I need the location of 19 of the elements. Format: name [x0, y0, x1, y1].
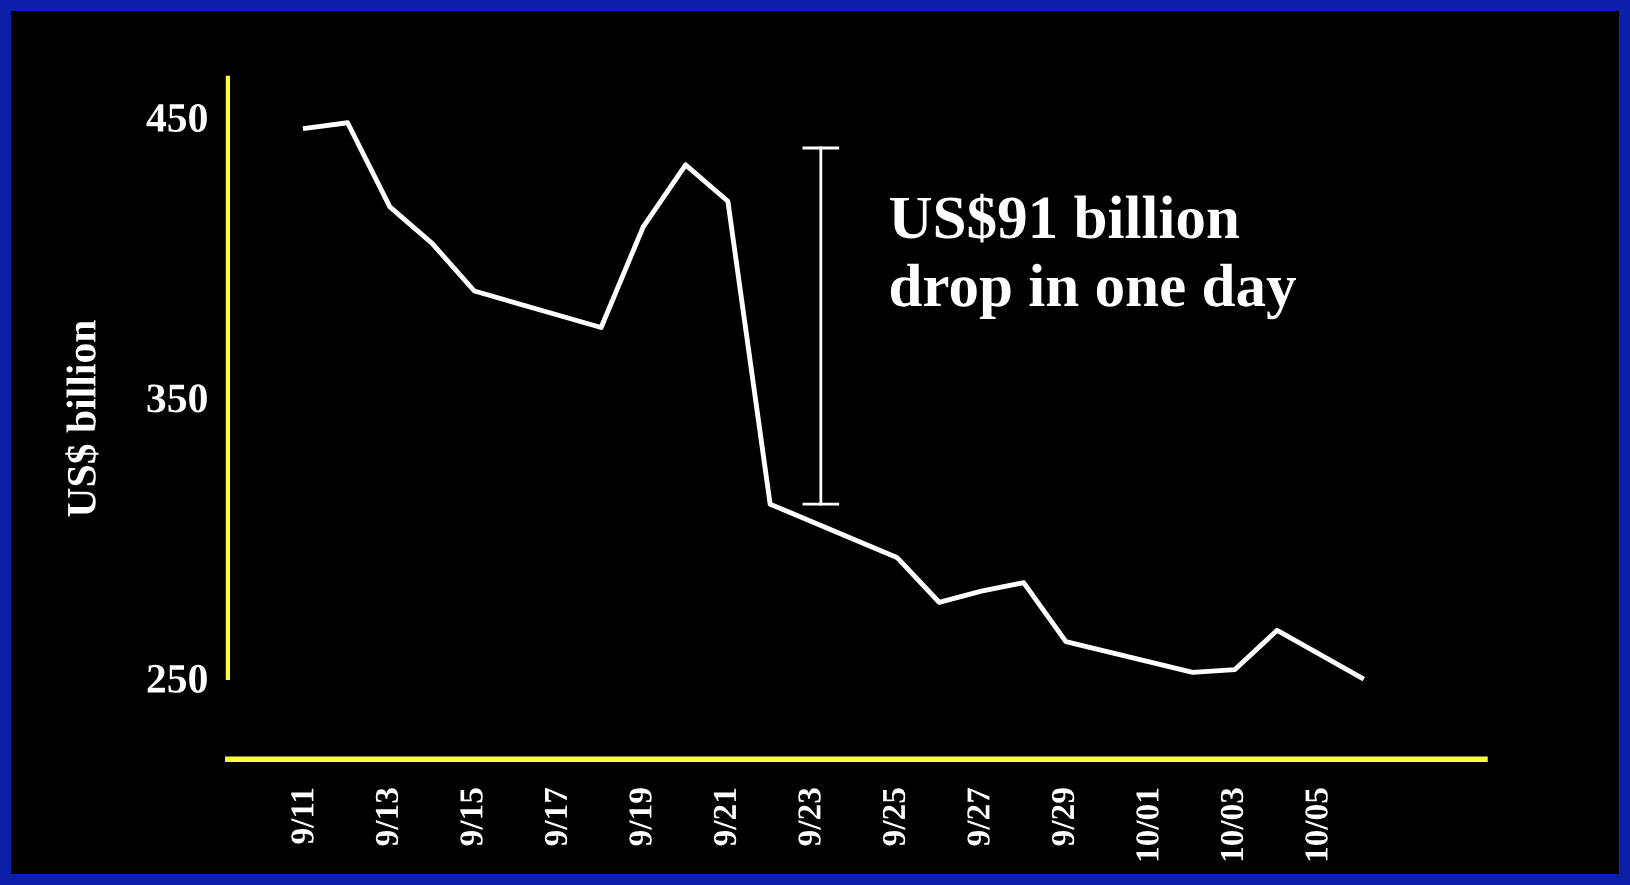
x-tick-label: 10/03: [1220, 788, 1244, 861]
x-tick-label: 10/01: [1136, 788, 1159, 861]
x-tick-label: 9/23: [798, 788, 821, 846]
x-tick-label: 9/15: [460, 788, 483, 846]
y-axis-title: US$ billion: [65, 320, 99, 517]
x-tick-label: 10/05: [1305, 788, 1328, 861]
x-tick-label: 9/13: [375, 788, 399, 846]
y-tick-label: 450: [146, 103, 207, 133]
y-tick-label: 350: [147, 384, 207, 413]
x-tick-label: 9/27: [967, 787, 990, 846]
annotation: US$91 billion drop in one day: [889, 193, 1296, 320]
x-tick-label: 9/25: [882, 788, 906, 846]
x-tick-label: 9/29: [1051, 788, 1075, 846]
x-tick-label: 9/21: [713, 788, 737, 846]
x-tick-label: 9/11: [291, 788, 314, 844]
x-tick-label: 9/19: [629, 788, 652, 846]
line-series: [302, 120, 1365, 681]
x-tick-label: 9/17: [544, 787, 568, 846]
y-tick-label: 250: [147, 664, 207, 693]
